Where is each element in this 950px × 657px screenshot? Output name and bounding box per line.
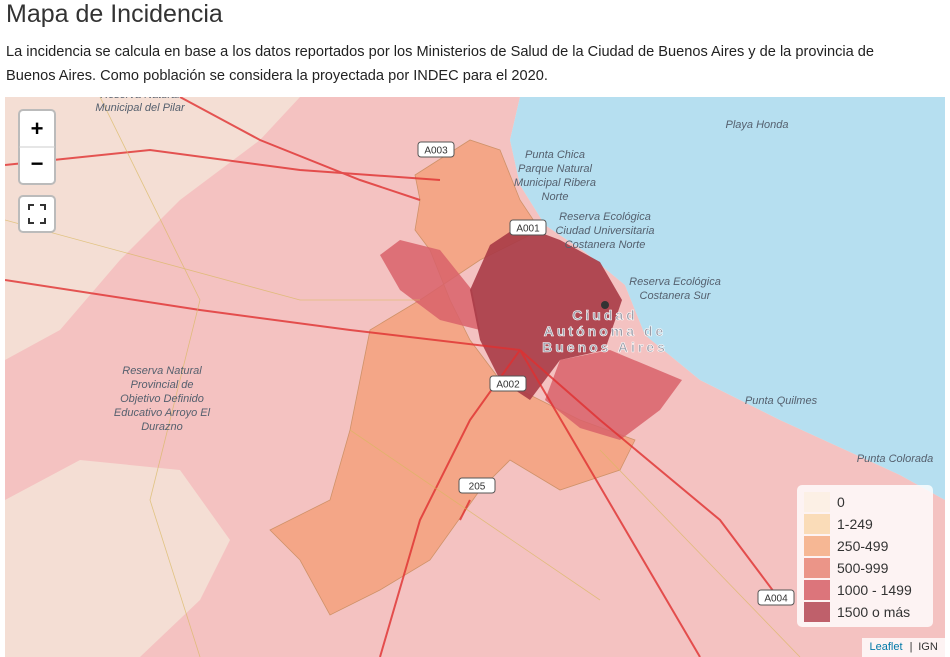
city-label: Ciudad bbox=[572, 307, 637, 323]
legend-label: 1-249 bbox=[837, 516, 873, 532]
road-shield bbox=[458, 477, 496, 494]
zone-1500 bbox=[470, 225, 622, 400]
place-label: Provincial de bbox=[131, 379, 194, 391]
water bbox=[510, 97, 945, 500]
legend-label: 0 bbox=[837, 494, 845, 510]
place-label: Punta Colorada bbox=[857, 453, 933, 465]
place-label: Educativo Arroyo El bbox=[114, 407, 211, 419]
attribution-separator: | bbox=[910, 641, 913, 653]
legend-label: 250-499 bbox=[837, 538, 889, 554]
legend-label: 1000 - 1499 bbox=[837, 582, 912, 598]
description: La incidencia se calcula en base a los d… bbox=[6, 44, 875, 84]
road-shield bbox=[417, 141, 455, 158]
zone-1000-1499 bbox=[380, 240, 480, 330]
boundaries bbox=[5, 97, 801, 657]
zone-1000-1499 bbox=[545, 350, 682, 440]
place-label: Municipal Ribera bbox=[514, 177, 596, 189]
road-shield bbox=[509, 219, 547, 236]
place-label: Punta Quilmes bbox=[745, 395, 818, 407]
road-shield-label: A004 bbox=[764, 594, 788, 605]
place-label: Reserva Natural bbox=[122, 365, 202, 377]
legend-swatch bbox=[804, 580, 830, 600]
capital-marker bbox=[601, 301, 609, 309]
legend-swatch bbox=[804, 602, 830, 622]
legend-swatch bbox=[804, 492, 830, 512]
city-label: Autónoma de bbox=[544, 323, 666, 339]
attribution-box bbox=[862, 638, 945, 657]
place-label: Municipal del Pilar bbox=[95, 102, 186, 114]
place-label: Norte bbox=[542, 191, 569, 203]
legend-label: 1500 o más bbox=[837, 604, 910, 620]
zoom-out[interactable]: − bbox=[31, 151, 44, 176]
legend-swatch bbox=[804, 514, 830, 534]
place-label: Reserva Natural bbox=[100, 97, 180, 101]
road-shield-label: A001 bbox=[516, 224, 540, 235]
place-label: Objetivo Definido bbox=[120, 393, 204, 405]
road-shield-label: A003 bbox=[424, 146, 448, 157]
city-label: Buenos Aires bbox=[542, 339, 668, 355]
rural-area bbox=[5, 97, 300, 360]
place-label: Durazno bbox=[141, 421, 183, 433]
legend bbox=[797, 485, 933, 627]
attribution-provider: IGN bbox=[918, 641, 938, 653]
place-label: Punta Chica bbox=[525, 149, 585, 161]
road-shield bbox=[489, 375, 527, 392]
legend-swatch bbox=[804, 536, 830, 556]
place-label: Costanera Sur bbox=[640, 290, 712, 302]
road-shield bbox=[757, 589, 795, 606]
legend-swatch bbox=[804, 558, 830, 578]
place-label: Playa Honda bbox=[726, 119, 789, 131]
place-label: Reserva Ecológica bbox=[559, 211, 651, 223]
place-label: Parque Natural bbox=[518, 163, 593, 175]
road-shield-label: 205 bbox=[469, 482, 486, 493]
rural-area bbox=[5, 460, 230, 657]
road-shield-label: A002 bbox=[496, 380, 520, 391]
zoom-control: + − bbox=[18, 109, 56, 185]
legend-label: 500-999 bbox=[837, 560, 889, 576]
title: Mapa de Incidencia bbox=[6, 0, 223, 28]
attribution-link[interactable]: Leaflet bbox=[869, 641, 902, 653]
place-label: Ciudad Universitaria bbox=[555, 225, 654, 237]
place-label: Costanera Norte bbox=[565, 239, 646, 251]
zoom-in[interactable]: + bbox=[31, 116, 44, 141]
fullscreen-control[interactable] bbox=[18, 195, 56, 233]
place-label: Reserva Ecológica bbox=[629, 276, 721, 288]
